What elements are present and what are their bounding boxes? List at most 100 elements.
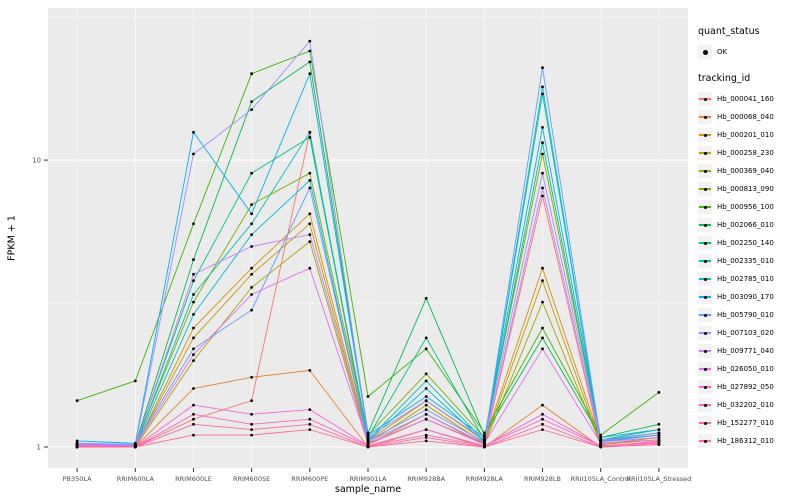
data-point <box>250 375 254 379</box>
point-symbol-icon <box>703 421 707 425</box>
data-point <box>657 438 661 442</box>
data-point <box>541 326 544 330</box>
legend-key <box>698 182 712 196</box>
legend-item-tracking-id: Hb_000041_160 <box>698 90 798 108</box>
data-point <box>657 428 661 431</box>
y-tick-label: 10 <box>32 157 41 165</box>
x-tick-label: RRIM901LA <box>349 475 387 483</box>
data-point <box>250 422 254 426</box>
point-symbol-icon <box>703 385 707 389</box>
x-tick-label: RRII105LA_Control <box>571 475 631 483</box>
legend-item-tracking-id: Hb_003090_170 <box>698 288 798 306</box>
data-point <box>424 428 428 431</box>
data-point <box>483 433 486 437</box>
data-point <box>424 436 428 439</box>
legend-item-label: Hb_007103_020 <box>717 329 774 337</box>
data-point <box>308 240 312 244</box>
data-point <box>541 279 544 283</box>
data-point <box>133 379 137 383</box>
data-point <box>541 194 544 198</box>
legend-item-tracking-id: Hb_000068_040 <box>698 108 798 126</box>
data-point <box>541 422 544 426</box>
legend-key <box>698 254 712 268</box>
data-point <box>541 428 544 431</box>
x-tick-label: RRIM928BA <box>407 475 445 483</box>
data-point <box>250 428 254 431</box>
data-point <box>250 233 254 237</box>
data-point <box>192 313 195 316</box>
point-symbol-icon <box>703 295 707 299</box>
data-point <box>133 445 137 449</box>
data-point <box>366 431 370 435</box>
data-point <box>250 100 254 103</box>
point-symbol-icon <box>703 277 707 281</box>
point-symbol-icon <box>703 259 707 263</box>
data-point <box>599 445 603 449</box>
data-point <box>192 293 195 296</box>
data-point <box>250 399 254 403</box>
legend-key <box>698 416 712 430</box>
data-point <box>366 441 370 445</box>
data-point <box>424 408 428 411</box>
legend-item-tracking-id: Hb_000369_040 <box>698 162 798 180</box>
data-point <box>424 395 428 398</box>
data-point <box>366 433 370 437</box>
legend-item-tracking-id: Hb_186312_010 <box>698 432 798 450</box>
legend: quant_status OK tracking_id Hb_000041_16… <box>698 26 798 450</box>
legend-item-label: Hb_002785_010 <box>717 275 774 283</box>
data-point <box>192 412 195 416</box>
data-point <box>250 245 254 248</box>
legend-key <box>698 236 712 250</box>
data-point <box>192 272 195 276</box>
point-symbol-icon <box>703 151 707 155</box>
data-point <box>657 436 661 439</box>
data-point <box>541 347 544 351</box>
data-point <box>541 152 544 156</box>
data-point <box>483 438 486 442</box>
legend-item-label: Hb_000369_040 <box>717 167 774 175</box>
data-point <box>192 347 195 351</box>
legend-key <box>698 272 712 286</box>
data-point <box>308 130 312 134</box>
legend-item-label: Hb_003090_170 <box>717 293 774 301</box>
point-symbol-icon <box>703 133 707 137</box>
legend-key <box>698 146 712 160</box>
point-symbol-icon <box>703 331 707 335</box>
data-point <box>541 403 544 407</box>
legend-item-label: Hb_186312_010 <box>717 437 774 445</box>
legend-item-label: Hb_000068_040 <box>717 113 774 121</box>
data-point <box>250 108 254 111</box>
point-symbol-icon <box>703 205 707 209</box>
data-point <box>192 222 195 226</box>
data-point <box>308 408 312 411</box>
legend-key <box>698 92 712 106</box>
data-point <box>541 300 544 304</box>
data-point <box>541 186 544 190</box>
data-point <box>192 279 195 283</box>
data-point <box>366 436 370 439</box>
data-point <box>308 179 312 182</box>
data-point <box>366 395 370 398</box>
data-point <box>250 171 254 175</box>
data-point <box>75 439 79 443</box>
data-point <box>541 85 544 89</box>
legend-key <box>698 45 712 59</box>
data-point <box>250 266 254 270</box>
data-point <box>75 399 79 403</box>
legend-quant-status-items: OK <box>698 43 798 61</box>
x-tick-label: RRIM600LA <box>117 475 155 483</box>
legend-item-tracking-id: Hb_032202_010 <box>698 396 798 414</box>
legend-title-quant-status: quant_status <box>698 26 760 37</box>
x-tick-label: RRII105LA_Stressed <box>626 475 691 483</box>
data-point <box>424 439 428 443</box>
data-point <box>308 49 312 53</box>
data-point <box>250 272 254 276</box>
x-tick-label: RRIM600LE <box>175 475 212 483</box>
legend-item-tracking-id: Hb_002335_010 <box>698 252 798 270</box>
legend-item-label: Hb_026050_010 <box>717 365 774 373</box>
data-point <box>308 233 312 237</box>
legend-key <box>698 398 712 412</box>
data-point <box>250 412 254 416</box>
data-point <box>424 379 428 383</box>
data-point <box>308 422 312 426</box>
